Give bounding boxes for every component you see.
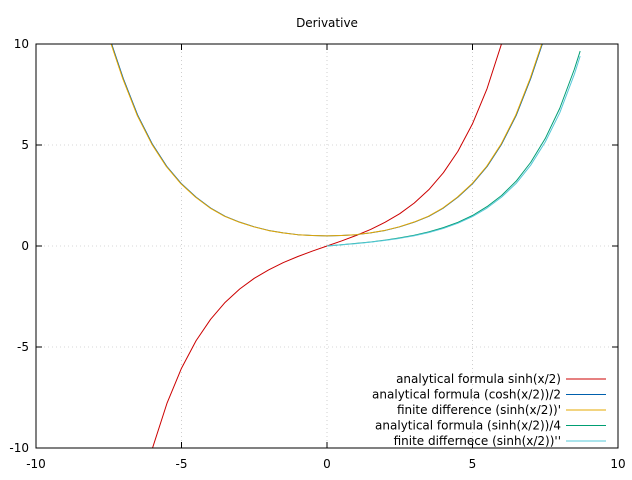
y-tick-label: 5 [21, 138, 29, 152]
legend-label: analytical formula sinh(x/2) [396, 372, 561, 386]
x-tick-label: 0 [323, 457, 331, 471]
legend-label: finite difference (sinh(x/2))' [397, 403, 561, 417]
x-tick-label: -5 [176, 457, 188, 471]
y-tick-label: 0 [21, 239, 29, 253]
y-tick-label: 10 [14, 37, 29, 51]
series-line-4 [326, 50, 581, 247]
legend-label: analytical formula (sinh(x/2))/4 [375, 419, 561, 433]
legend: analytical formula sinh(x/2) analytical f… [372, 372, 606, 448]
chart-title: Derivative [296, 16, 358, 30]
axis-ticks: -10 -5 0 5 10 10 5 0 -5 -10 [9, 37, 625, 471]
series-line-5 [326, 55, 581, 247]
grid [36, 44, 618, 448]
series-layer [110, 44, 581, 448]
x-tick-label: 10 [610, 457, 625, 471]
x-tick-label: 5 [469, 457, 477, 471]
legend-label: analytical formula (cosh(x/2))/2 [372, 388, 561, 402]
legend-label: finite differnece (sinh(x/2))'' [394, 434, 561, 448]
x-tick-label: -10 [26, 457, 46, 471]
y-tick-label: -5 [17, 340, 29, 354]
series-line-3 [110, 44, 543, 237]
y-tick-label: -10 [9, 441, 29, 455]
